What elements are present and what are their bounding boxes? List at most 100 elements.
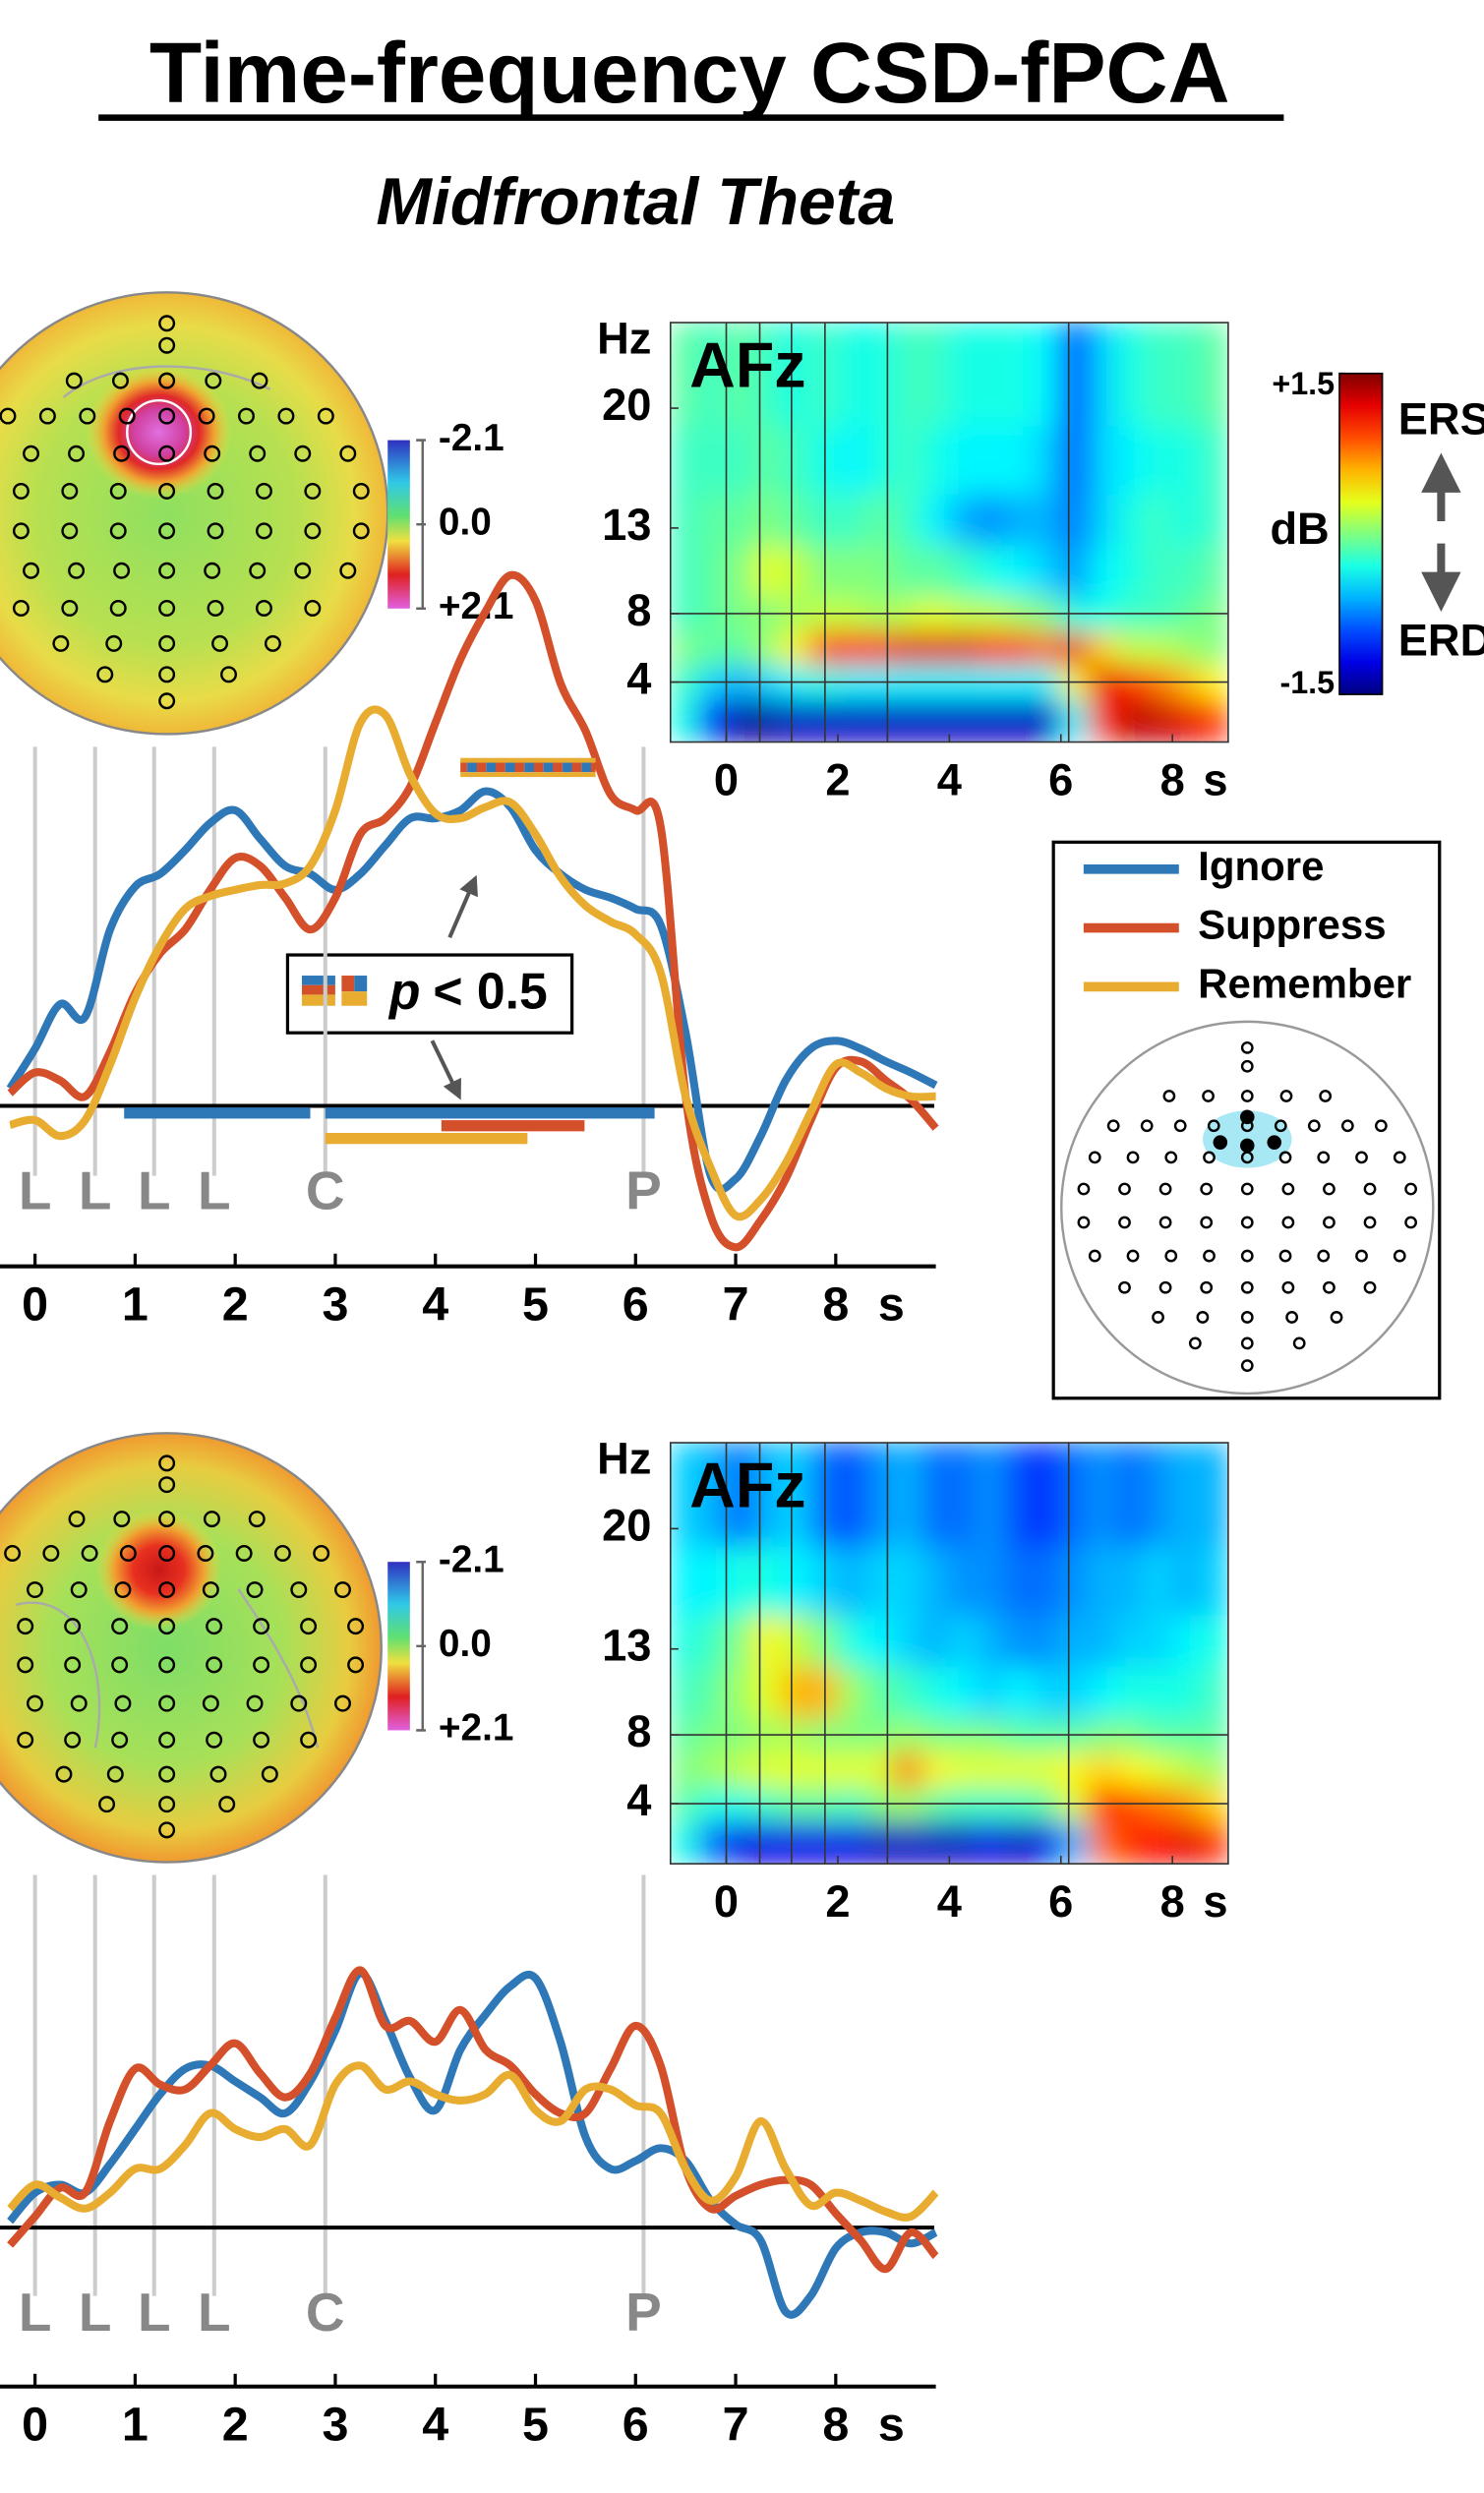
electrode	[1126, 1249, 1140, 1263]
x-tick-label: 8	[822, 1277, 849, 1331]
electrode	[1164, 1151, 1178, 1164]
electrode	[1363, 1216, 1377, 1229]
heatmap-cell	[1144, 424, 1173, 495]
electrode	[347, 1618, 365, 1635]
electrode	[158, 1454, 176, 1472]
heatmap-cell	[753, 323, 784, 427]
heatmap-cell	[948, 493, 979, 547]
electrode	[1393, 1151, 1406, 1164]
heatmap-cell	[670, 1613, 699, 1668]
electrode	[158, 562, 176, 579]
electrode	[61, 599, 79, 617]
heatmap-cell	[948, 1665, 979, 1719]
heatmap-cell	[892, 544, 922, 598]
heatmap-cell	[1115, 1819, 1146, 1865]
electrode	[70, 1581, 88, 1599]
electrode	[109, 482, 127, 500]
heatmap-cell	[1088, 1665, 1118, 1719]
electrode	[27, 1581, 43, 1599]
heatmap-cell	[920, 629, 951, 667]
heatmap-cell	[1199, 493, 1228, 547]
electrode	[55, 1765, 73, 1783]
electrode	[158, 634, 176, 652]
heatmap-cell	[1004, 1613, 1035, 1668]
electrode	[1152, 1311, 1164, 1324]
electrode	[1278, 1249, 1292, 1263]
y-tick-label: 8	[626, 1706, 651, 1756]
electrode	[290, 1694, 308, 1712]
topo-colorbar	[387, 1562, 410, 1731]
heatmap-cell	[781, 629, 811, 667]
heatmap-cell	[1059, 544, 1090, 598]
heatmap-cell	[725, 544, 755, 598]
electrode	[1164, 1249, 1178, 1263]
electrode	[334, 1694, 351, 1712]
electrode	[1162, 1090, 1176, 1102]
annotation-text: < 0.5	[433, 962, 547, 1019]
y-tick-label: 13	[602, 500, 651, 550]
electrode	[220, 666, 238, 683]
heatmap-cell	[1032, 1819, 1062, 1865]
heatmap-cell	[892, 1751, 922, 1788]
heatmap-cell	[1171, 1545, 1202, 1616]
electrode	[96, 666, 114, 683]
joint-significance-bar	[460, 757, 596, 778]
heatmap-cell	[753, 1751, 784, 1788]
heatmap-cell	[781, 493, 811, 547]
heatmap-cell	[1004, 1819, 1035, 1865]
electrode	[118, 407, 136, 425]
electrode	[111, 1731, 129, 1749]
heatmap-cell	[753, 544, 784, 598]
electrode	[197, 1544, 214, 1562]
electrode	[253, 1731, 270, 1749]
event-label: L	[19, 2282, 52, 2343]
heatmap-cell	[837, 1819, 867, 1865]
electrode	[313, 1544, 330, 1562]
electrode	[1393, 1249, 1406, 1263]
heatmap-cell	[808, 1443, 839, 1547]
heatmap-cell	[837, 1665, 867, 1719]
y-tick-label: 20	[602, 1500, 651, 1550]
electrode	[339, 562, 357, 579]
heatmap-cell	[670, 1751, 699, 1788]
electrode	[1281, 1216, 1295, 1229]
electrode	[1278, 1151, 1292, 1164]
heatmap-cell	[1199, 698, 1228, 742]
heatmap-cell	[1088, 1545, 1118, 1616]
colorbar-tick-label: -1.5	[1279, 665, 1335, 700]
heatmap-cell	[753, 1443, 784, 1547]
electrode	[1202, 1090, 1215, 1102]
electrode	[347, 1656, 365, 1674]
heatmap-cell	[837, 323, 867, 427]
heatmap-cell	[808, 1751, 839, 1788]
electrode	[1240, 1336, 1254, 1350]
heatmap-cell	[1059, 1751, 1090, 1788]
colorbar-tick-label: -2.1	[439, 1538, 505, 1580]
heatmap-cell	[1199, 1613, 1228, 1668]
x-tick-label: 0	[714, 1876, 739, 1927]
event-label: P	[625, 2282, 662, 2343]
x-tick-label: 2	[825, 1876, 850, 1927]
electrode	[277, 407, 295, 425]
heatmap-cell	[1059, 1545, 1090, 1616]
heatmap-cell	[808, 493, 839, 547]
electrode	[1188, 1336, 1202, 1350]
electrode	[198, 407, 215, 425]
electrode	[1274, 1119, 1287, 1133]
electrode	[64, 1731, 82, 1749]
electrode	[207, 482, 224, 500]
heatmap-cell	[1115, 323, 1146, 427]
electrode	[158, 1796, 176, 1813]
electrode	[158, 1544, 176, 1562]
electrode	[304, 522, 322, 540]
heatmap-cell	[837, 424, 867, 495]
heatmap-cell	[920, 1545, 951, 1616]
electrode	[1317, 1151, 1331, 1164]
x-tick-label: 0	[22, 2399, 48, 2452]
heatmap-cell	[837, 698, 867, 742]
heatmap-cell	[976, 323, 1006, 427]
heatmap-cell	[725, 698, 755, 742]
colorbar-tick-label: 0.0	[439, 1623, 492, 1665]
heatmap-cells	[670, 1443, 1228, 1865]
heatmap-cell	[1171, 323, 1202, 427]
